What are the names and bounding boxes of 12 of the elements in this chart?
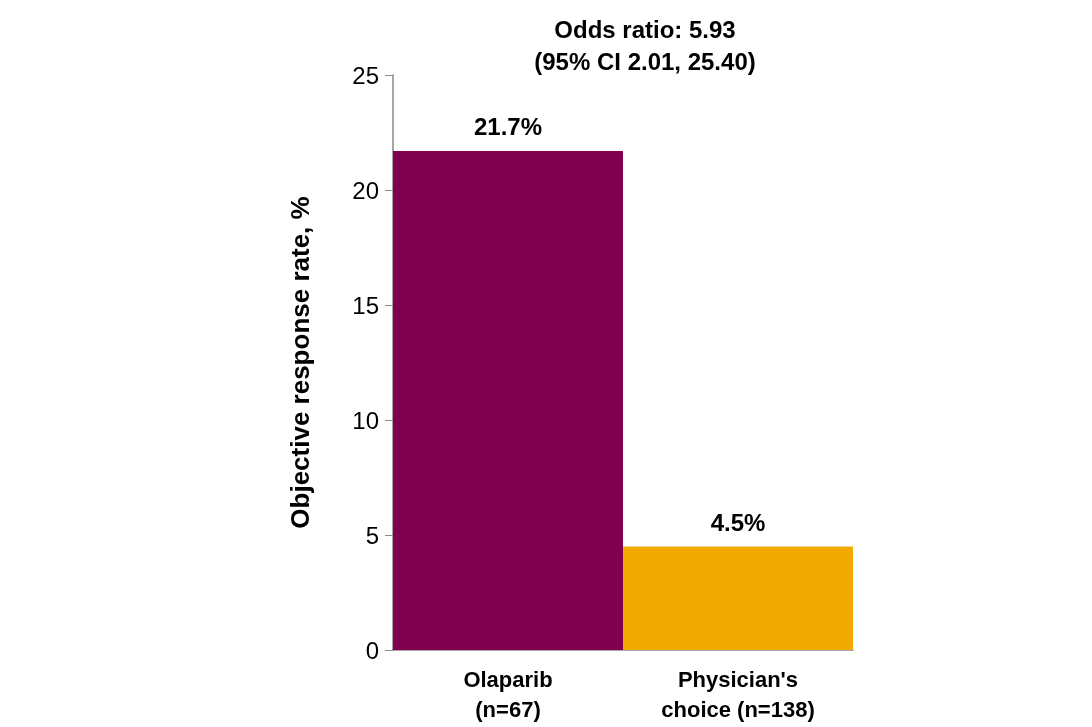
y-axis-title: Objective response rate, % (285, 196, 315, 529)
x-tick-label: Physician's choice (n=138) (661, 666, 815, 722)
x-tick-label: Olaparib (n=67) (463, 666, 553, 722)
y-tick-label: 10 (352, 406, 379, 434)
y-tick-label: 25 (352, 61, 379, 89)
y-tick-label: 15 (352, 291, 379, 319)
data-label: 4.5% (710, 509, 766, 536)
y-tick-label: 20 (352, 176, 379, 204)
chart-title: Odds ratio: 5.93 (95% CI 2.01, 25.40) (534, 15, 756, 75)
data-label: 21.7% (473, 113, 543, 141)
y-tick-label: 5 (365, 521, 379, 549)
y-tick-label: 0 (365, 636, 379, 664)
